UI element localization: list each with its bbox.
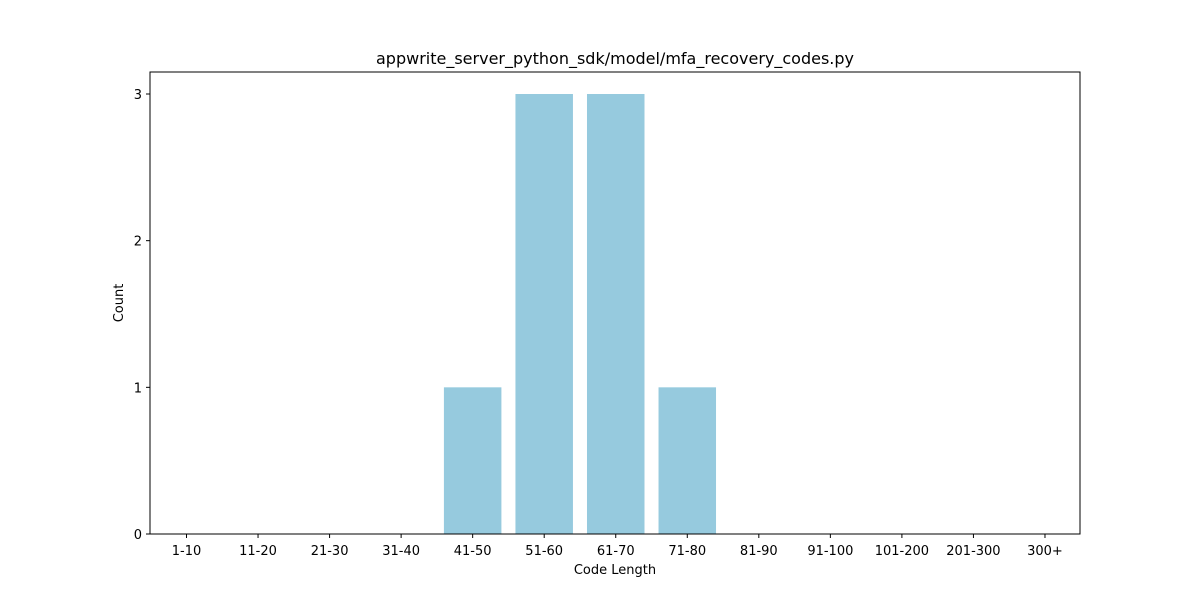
x-tick-label: 51-60 bbox=[525, 544, 563, 559]
x-tick-label: 71-80 bbox=[668, 544, 706, 559]
bars-group bbox=[443, 94, 717, 534]
bar-51-60 bbox=[515, 94, 573, 534]
y-tick-label: 0 bbox=[134, 528, 142, 543]
x-tick-label: 201-300 bbox=[946, 544, 1000, 559]
y-tick-label: 1 bbox=[134, 381, 142, 396]
x-axis-label: Code Length bbox=[574, 563, 656, 578]
chart-title: appwrite_server_python_sdk/model/mfa_rec… bbox=[376, 49, 854, 69]
bar-61-70 bbox=[586, 94, 645, 534]
x-tick-label: 31-40 bbox=[382, 544, 420, 559]
plot-area-frame bbox=[149, 71, 1081, 535]
x-tick-label: 41-50 bbox=[454, 544, 492, 559]
x-tick-label: 91-100 bbox=[807, 544, 853, 559]
x-tick-label: 300+ bbox=[1027, 544, 1063, 559]
x-axis-ticks: 1-10 11-20 21-30 31-40 41-50 51-60 61-70 71-80 8… bbox=[172, 534, 1063, 559]
x-tick-label: 61-70 bbox=[597, 544, 635, 559]
y-tick-label: 2 bbox=[134, 235, 142, 250]
x-tick-label: 21-30 bbox=[311, 544, 349, 559]
x-tick-label: 81-90 bbox=[740, 544, 778, 559]
y-axis-label: Count bbox=[112, 284, 127, 323]
bar-41-50 bbox=[443, 387, 502, 534]
y-tick-label: 3 bbox=[134, 88, 142, 103]
x-tick-label: 101-200 bbox=[875, 544, 929, 559]
x-tick-label: 1-10 bbox=[172, 544, 202, 559]
bar-71-80 bbox=[658, 387, 717, 534]
y-axis-ticks: 0 1 2 3 bbox=[134, 88, 150, 543]
x-tick-label: 11-20 bbox=[239, 544, 277, 559]
